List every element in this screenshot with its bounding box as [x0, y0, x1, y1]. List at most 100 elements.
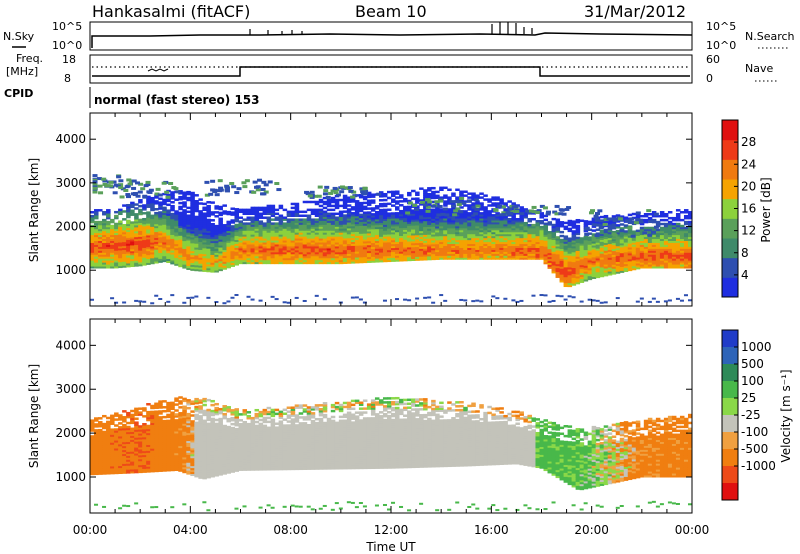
echo-cell [503, 208, 508, 211]
echo-cell [346, 196, 352, 199]
echo-cell [138, 234, 143, 237]
echo-cell [671, 238, 677, 242]
echo-cell [186, 222, 191, 225]
echo-cell [210, 266, 215, 269]
echo-cell [298, 210, 304, 214]
echo-cell [627, 258, 633, 262]
echo-cell [106, 211, 111, 214]
echo-cell [290, 218, 296, 221]
echo-cell [246, 210, 252, 214]
echo-cell [222, 267, 227, 270]
echo-cell [174, 220, 179, 223]
echo-cell [584, 226, 590, 230]
echo-cell [338, 212, 344, 216]
echo-cell [350, 257, 356, 260]
echo-cell [403, 249, 408, 252]
echo-cell [679, 256, 685, 259]
echo-cell [635, 266, 641, 270]
echo-cell [378, 257, 384, 261]
echo-cell [495, 216, 500, 219]
echo-cell [242, 251, 248, 255]
echo-cell [366, 195, 372, 199]
echo-cell [687, 248, 693, 251]
echo-cell [194, 217, 199, 221]
echo-cell [342, 226, 348, 229]
echo-cell [567, 272, 573, 276]
echo-cell [238, 259, 244, 263]
echo-cell [511, 227, 516, 231]
echo-cell [146, 213, 151, 216]
echo-cell [238, 220, 244, 223]
echo-cell [110, 224, 115, 228]
echo-cell [374, 222, 380, 226]
echo-cell [487, 214, 492, 217]
echo-cell [358, 215, 364, 219]
echo-cell [250, 259, 256, 263]
echo-cell [635, 259, 641, 262]
echo-cell [170, 214, 175, 218]
echo-cell [451, 237, 456, 241]
echo-cell [182, 232, 187, 236]
echo-cell [423, 214, 428, 218]
echo-cell [599, 239, 605, 242]
echo-cell [683, 246, 689, 249]
echo-cell [174, 245, 179, 249]
echo-cell [170, 218, 175, 222]
echo-cell [254, 247, 260, 251]
echo-cell [110, 438, 115, 441]
colorbar-swatch [722, 179, 738, 200]
echo-cell [637, 218, 643, 222]
echo-cell [134, 217, 139, 220]
echo-cell [258, 226, 264, 229]
echo-cell [366, 193, 372, 197]
echo-cell [282, 259, 288, 263]
echo-cell [154, 213, 159, 217]
noise-cell [663, 300, 668, 303]
echo-cell [575, 226, 581, 230]
echo-cell [515, 235, 520, 239]
echo-cell [118, 251, 123, 255]
echo-cell [651, 256, 657, 259]
echo-cell [679, 262, 685, 265]
echo-cell [603, 269, 609, 273]
echo-cell [98, 421, 103, 424]
echo-cell [114, 449, 119, 453]
echo-cell [627, 241, 633, 244]
echo-cell [326, 243, 332, 247]
echo-cell [134, 213, 139, 216]
echo-cell [202, 238, 207, 241]
echo-cell [362, 237, 368, 240]
echo-cell [130, 250, 135, 254]
echo-cell [619, 231, 625, 234]
echo-cell [94, 462, 99, 466]
echo-cell [242, 210, 248, 214]
echo-cell [330, 242, 336, 245]
echo-cell [583, 251, 589, 255]
echo-cell [114, 252, 119, 255]
echo-cell [443, 212, 448, 215]
echo-cell [102, 414, 107, 418]
echo-cell [499, 247, 504, 250]
echo-cell [559, 240, 565, 244]
echo-cell [659, 214, 665, 218]
echo-cell [290, 226, 296, 229]
echo-cell [322, 261, 328, 265]
echo-cell [667, 258, 673, 261]
echo-cell [643, 254, 649, 257]
echo-cell [551, 235, 557, 239]
echo-cell [326, 230, 332, 233]
echo-cell [687, 230, 693, 234]
echo-cell [683, 252, 689, 255]
echo-cell [238, 234, 244, 237]
echo-cell [218, 231, 223, 234]
echo-cell [326, 222, 332, 225]
echo-cell [639, 220, 645, 224]
echo-cell [366, 199, 372, 203]
echo-cell [178, 241, 183, 244]
echo-cell [234, 237, 239, 240]
echo-cell [270, 245, 276, 249]
echo-cell [687, 246, 693, 249]
echo-cell [619, 256, 625, 260]
echo-cell [679, 240, 685, 243]
y-tick-label: 1000 [55, 263, 86, 277]
